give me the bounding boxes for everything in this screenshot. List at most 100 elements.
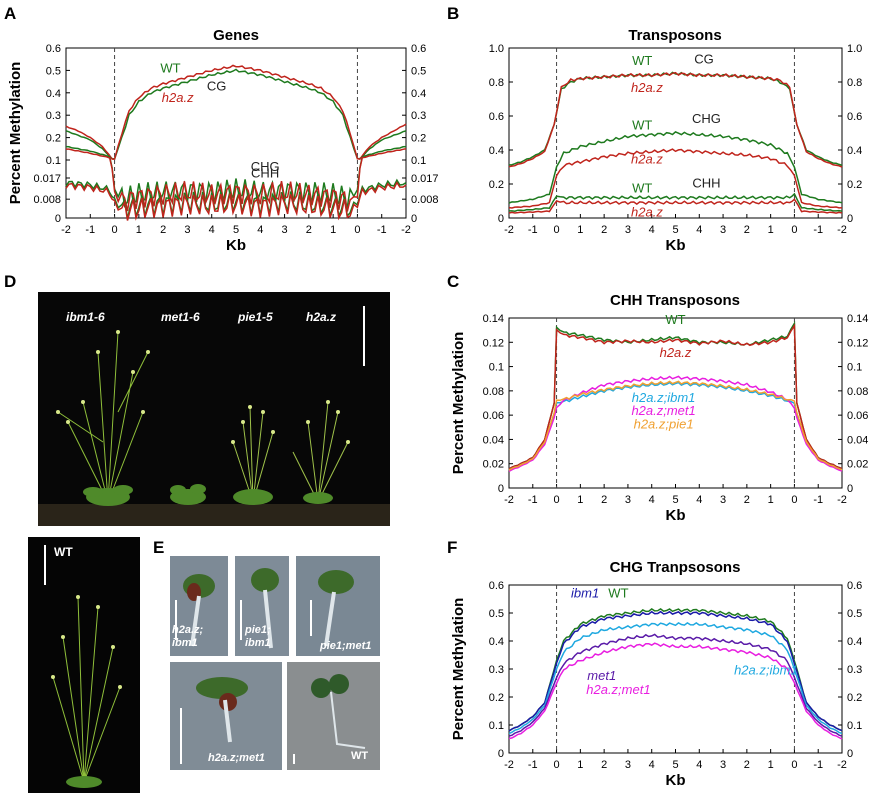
scale-bar — [363, 306, 365, 366]
y-tick-label-right: 0.1 — [411, 155, 426, 167]
panel-letter-b: B — [447, 4, 460, 23]
series-annotation: h2a.z — [631, 80, 663, 95]
x-tick-label: 1 — [136, 224, 142, 236]
seedling-photo-h2az-met1: h2a.z;met1 — [170, 662, 282, 770]
y-tick-label-left: 0.3 — [489, 664, 504, 676]
x-tick-label: 3 — [625, 494, 631, 506]
series-annotation: CHG — [251, 159, 280, 174]
x-tick-label: 1 — [577, 494, 583, 506]
series-annotation: CG — [694, 51, 714, 66]
y-tick-label-left: 0 — [498, 748, 504, 760]
panel-letter-c: C — [447, 272, 460, 291]
chart-title: CHG Tranpsosons — [610, 559, 741, 576]
series-annotation: WT — [632, 181, 652, 196]
series-annotation: h2a.z — [631, 204, 663, 219]
series-line-wt-cg — [508, 71, 843, 167]
x-axis-label: Kb — [666, 507, 686, 524]
seedling-label-h2az-met1: h2a.z;met1 — [208, 752, 265, 764]
y-tick-label-right: 0.4 — [847, 636, 862, 648]
x-tick-label: 3 — [720, 494, 726, 506]
y-axis-label: Percent Methylation — [450, 598, 467, 741]
series-line-h2a-z-pie1 — [508, 380, 843, 471]
y-tick-label-right: 0.2 — [847, 692, 862, 704]
y-tick-label-right: 0.1 — [847, 720, 862, 732]
series-line-h2a-z — [508, 323, 843, 470]
series-line-wt-chh — [509, 192, 843, 212]
series-line-h2a-z-cg — [65, 64, 407, 161]
x-tick-label: 4 — [257, 224, 263, 236]
y-tick-label-left: 0.04 — [483, 434, 504, 446]
x-tick-label: -1 — [528, 759, 538, 771]
series-line-h2a-z-met1 — [508, 642, 843, 740]
chart-a: Genes Percent Methylation Kb -2 -1 0 1 2 3 4 5 4 3 2 1… — [7, 27, 439, 254]
seedling-scale-bar-4 — [180, 708, 182, 764]
series-annotation: WT — [665, 312, 685, 327]
chart-title: CHH Transposons — [610, 292, 740, 309]
seedling-label-pie1-met1: pie1;met1 — [320, 640, 372, 652]
y-tick-label-right: 0.6 — [847, 580, 862, 592]
x-tick-label: 2 — [306, 224, 312, 236]
x-tick-label: 4 — [649, 759, 655, 771]
genotype-label-ibm1: ibm1-6 — [66, 310, 105, 324]
x-tick-label: 2 — [744, 224, 750, 236]
series-annotation: h2a.z;met1 — [631, 403, 695, 418]
x-axis-label: Kb — [226, 237, 246, 254]
y-tick-label-left: 0.5 — [46, 65, 61, 77]
y-axis-label: Percent Methylation — [450, 332, 467, 475]
wt-label: WT — [54, 545, 73, 559]
y-tick-label-left: 0.12 — [483, 337, 504, 349]
y-tick-label-left: 0.8 — [489, 77, 504, 89]
wt-plant-illustration — [51, 595, 122, 788]
panel-letter-f: F — [447, 538, 458, 557]
seedling-illustration-5 — [311, 674, 366, 749]
x-axis-label: Kb — [666, 237, 686, 254]
x-tick-label: -1 — [813, 224, 823, 236]
x-tick-label: -2 — [837, 224, 847, 236]
y-tick-label-right: 0.1 — [847, 362, 862, 374]
y-tick-label-right: 0 — [847, 213, 853, 225]
x-tick-label: -1 — [377, 224, 387, 236]
y-tick-label-left: 0.3 — [46, 110, 61, 122]
x-tick-label: 1 — [330, 224, 336, 236]
x-tick-label: 3 — [282, 224, 288, 236]
series-annotation: h2a.z;ibm1 — [632, 390, 696, 405]
y-tick-label-right: 0.8 — [847, 77, 862, 89]
seedling-illustration-1 — [183, 574, 215, 647]
y-tick-label-left: 0.2 — [46, 133, 61, 145]
series-line-met1 — [508, 633, 843, 737]
y-tick-label-left: 0.4 — [46, 88, 61, 100]
y-tick-label-right: 0.12 — [847, 337, 868, 349]
y-tick-label-left: 0.6 — [46, 43, 61, 55]
x-tick-label: 3 — [720, 224, 726, 236]
y-tick-label-right: 0 — [847, 483, 853, 495]
x-tick-label: 1 — [768, 759, 774, 771]
series-annotation: WT — [632, 53, 652, 68]
chart-c: CHH Transposons Percent Methylation Kb -2 -1… — [450, 292, 868, 524]
seedling-illustration-4 — [196, 677, 248, 743]
y-tick-label-right: 0.4 — [847, 145, 862, 157]
seedling-illustration-3 — [318, 570, 354, 647]
y-tick-label-right: 0.04 — [847, 434, 868, 446]
series-annotation: CHH — [692, 175, 720, 190]
x-tick-label: 0 — [554, 224, 560, 236]
y-tick-label-left: 0.6 — [489, 111, 504, 123]
x-tick-label: 4 — [649, 224, 655, 236]
series-line-wt-chh — [65, 178, 407, 220]
y-tick-label-left: 0.06 — [483, 410, 504, 422]
x-tick-label: 4 — [696, 759, 702, 771]
series-annotation: CG — [207, 79, 227, 94]
series-line-ibm1 — [508, 610, 843, 732]
x-tick-label: 4 — [649, 494, 655, 506]
series-line-h2a-z-chg — [66, 148, 407, 212]
x-tick-label: -2 — [504, 224, 514, 236]
x-tick-label: 1 — [577, 759, 583, 771]
series-line-h2a-z-ibm1 — [508, 621, 843, 735]
plant-photo-wt: WT — [28, 537, 140, 793]
seedling-scale-bar-5 — [293, 754, 295, 764]
x-tick-label: 0 — [791, 494, 797, 506]
chart-title: Genes — [213, 27, 259, 44]
wt-scale-bar — [44, 545, 46, 585]
x-tick-label: 5 — [672, 494, 678, 506]
y-tick-label-right: 0.06 — [847, 410, 868, 422]
x-tick-label: 1 — [768, 224, 774, 236]
